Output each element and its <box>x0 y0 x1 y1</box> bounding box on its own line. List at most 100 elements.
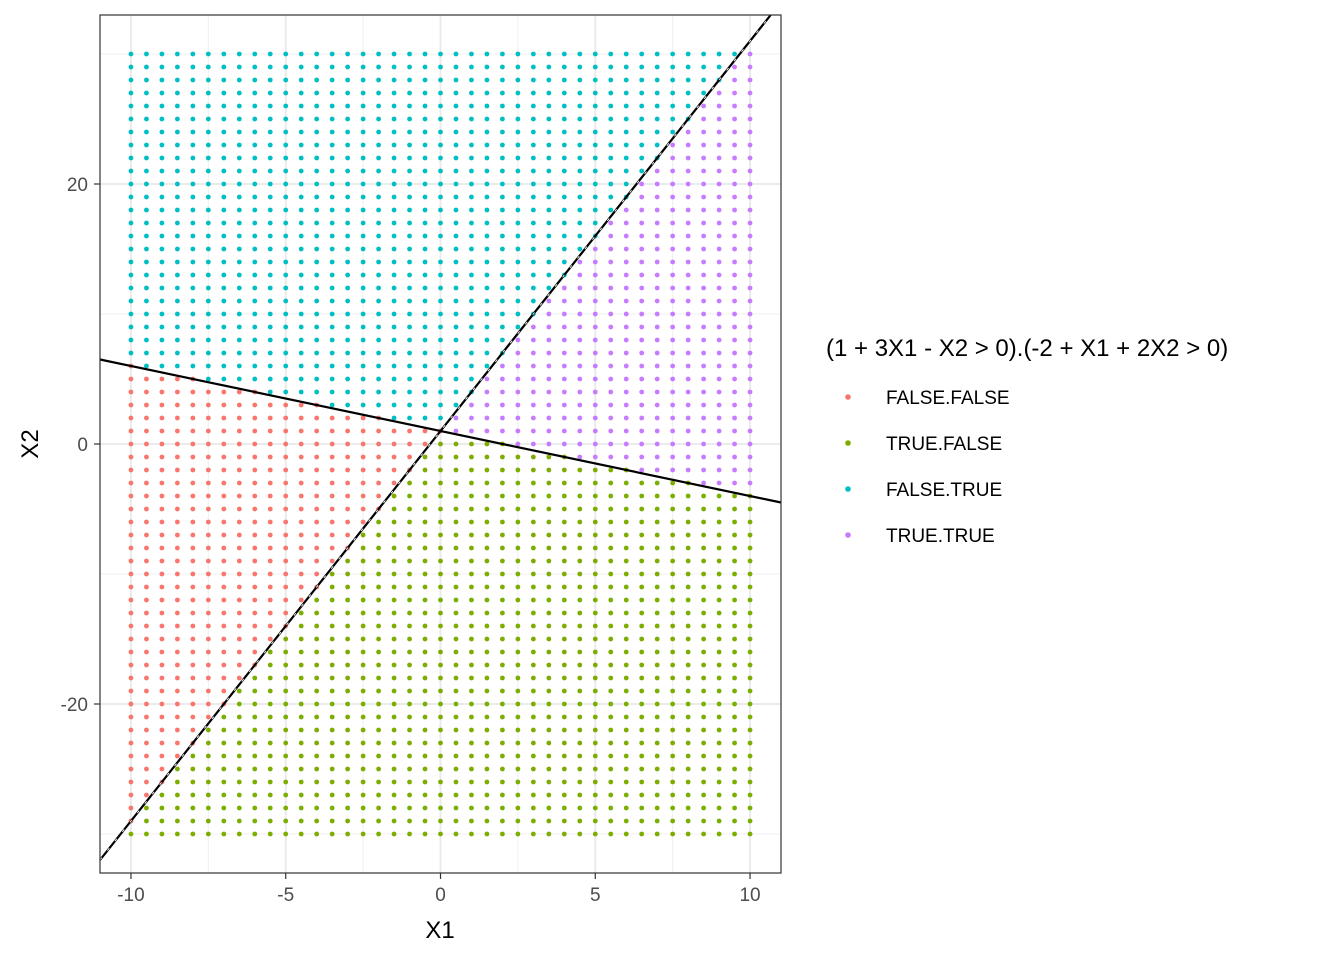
data-point <box>732 77 737 83</box>
data-point <box>283 116 289 122</box>
data-point <box>360 402 366 408</box>
data-point <box>174 233 180 239</box>
data-point <box>144 506 149 512</box>
data-point <box>577 688 583 694</box>
data-point <box>360 428 366 434</box>
data-point <box>144 649 149 655</box>
data-point <box>360 701 366 707</box>
data-point <box>500 740 505 746</box>
data-point <box>236 155 242 161</box>
data-point <box>174 246 180 252</box>
data-point <box>314 480 320 486</box>
data-point <box>716 493 722 499</box>
data-point <box>205 168 211 174</box>
data-point <box>128 337 134 343</box>
data-point <box>500 298 505 304</box>
data-point <box>205 376 211 382</box>
data-point <box>608 701 614 707</box>
data-point <box>747 571 753 577</box>
data-point <box>639 610 645 616</box>
data-point <box>159 246 165 252</box>
data-point <box>205 792 211 798</box>
data-point <box>670 415 676 421</box>
data-point <box>747 103 753 109</box>
data-point <box>314 77 320 83</box>
data-point <box>360 129 366 135</box>
data-point <box>716 701 722 707</box>
data-point <box>205 389 211 395</box>
data-point <box>128 610 134 616</box>
data-point <box>608 818 614 824</box>
data-point <box>438 701 443 707</box>
data-point <box>376 129 381 135</box>
data-point <box>561 207 567 213</box>
data-point <box>407 272 412 278</box>
data-point <box>345 272 351 278</box>
data-point <box>608 389 614 395</box>
data-point <box>623 519 629 525</box>
data-point <box>174 480 180 486</box>
data-point <box>128 77 134 83</box>
data-point <box>298 311 304 317</box>
data-point <box>252 285 258 291</box>
data-point <box>283 285 289 291</box>
data-point <box>453 350 459 356</box>
data-point <box>500 727 505 733</box>
data-point <box>376 753 381 759</box>
data-point <box>236 64 242 70</box>
data-point <box>484 415 490 421</box>
data-point <box>329 532 335 538</box>
data-point <box>190 792 196 798</box>
data-point <box>174 688 180 694</box>
data-point <box>530 246 536 252</box>
data-point <box>500 805 505 811</box>
y-tick-label: 0 <box>77 435 88 456</box>
data-point <box>515 454 521 460</box>
data-point <box>345 584 351 590</box>
data-point <box>469 311 474 317</box>
data-point <box>360 64 366 70</box>
data-point <box>515 506 521 512</box>
data-point <box>623 597 629 603</box>
data-point <box>500 467 505 473</box>
data-point <box>453 831 459 837</box>
data-point <box>716 129 722 135</box>
data-point <box>252 519 258 525</box>
data-point <box>267 389 273 395</box>
data-point <box>221 77 227 83</box>
data-point <box>561 129 567 135</box>
data-point <box>639 701 645 707</box>
data-point <box>159 402 165 408</box>
data-point <box>530 77 536 83</box>
data-point <box>530 337 536 343</box>
data-point <box>577 792 583 798</box>
data-point <box>236 610 242 616</box>
data-point <box>453 246 459 252</box>
data-point <box>236 597 242 603</box>
data-point <box>159 571 165 577</box>
data-point <box>592 701 598 707</box>
data-point <box>391 350 397 356</box>
data-point <box>716 441 722 447</box>
data-point <box>592 480 598 486</box>
data-point <box>701 246 707 252</box>
data-point <box>577 571 583 577</box>
data-point <box>701 233 707 239</box>
data-point <box>221 324 227 330</box>
data-point <box>546 311 552 317</box>
data-point <box>484 402 490 408</box>
data-point <box>561 766 567 772</box>
data-point <box>639 51 645 57</box>
data-point <box>623 415 629 421</box>
data-point <box>438 636 443 642</box>
data-point <box>484 753 490 759</box>
data-point <box>190 480 196 486</box>
data-point <box>546 64 552 70</box>
data-point <box>391 246 397 252</box>
data-point <box>128 558 134 564</box>
data-point <box>205 597 211 603</box>
data-point <box>128 701 134 707</box>
data-point <box>716 246 722 252</box>
data-point <box>685 545 691 551</box>
data-point <box>469 129 474 135</box>
